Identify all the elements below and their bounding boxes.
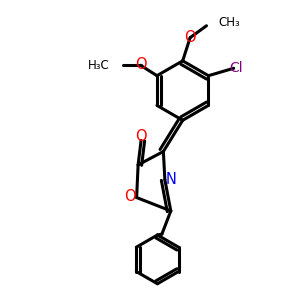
Text: O: O bbox=[135, 57, 146, 72]
Text: Cl: Cl bbox=[229, 61, 243, 75]
Text: O: O bbox=[124, 190, 136, 205]
Text: O: O bbox=[135, 129, 147, 144]
Text: CH₃: CH₃ bbox=[218, 16, 240, 29]
Text: N: N bbox=[166, 172, 177, 187]
Text: O: O bbox=[184, 30, 196, 45]
Text: H₃C: H₃C bbox=[88, 59, 110, 72]
